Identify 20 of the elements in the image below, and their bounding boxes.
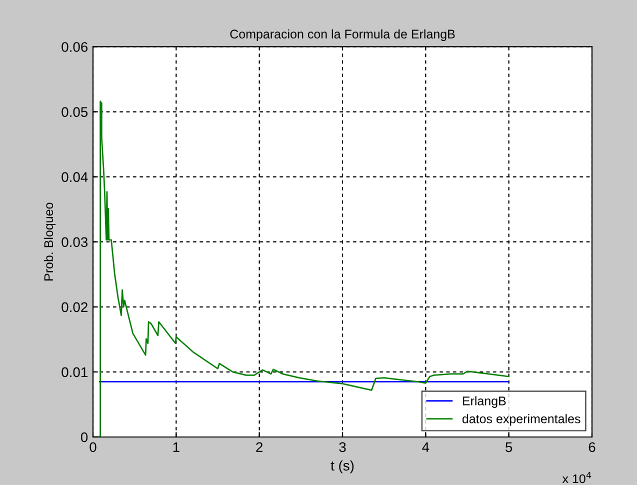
x-tick-label: 1 xyxy=(173,442,180,452)
x-tick-label: 6 xyxy=(588,442,596,452)
legend-label: ErlangB xyxy=(462,396,506,408)
x-tick-label: 5 xyxy=(506,442,512,452)
y-tick-label: 0 xyxy=(80,432,88,442)
y-tick-label: 0.01 xyxy=(62,367,88,378)
x-tick-label: 4 xyxy=(422,442,430,452)
x-tick-label: 2 xyxy=(256,442,262,452)
y-tick-label: 0.03 xyxy=(62,237,88,248)
chart-title: Comparacion con la Formula de ErlangB xyxy=(230,29,455,41)
legend-label: datos experimentales xyxy=(462,414,580,426)
y-tick-label: 0.04 xyxy=(62,172,88,182)
y-tick-label: 0.02 xyxy=(62,302,88,312)
y-tick-label: 0.06 xyxy=(62,42,88,52)
y-axis-title: Prob. Bloqueo xyxy=(44,202,56,280)
y-tick-label: 0.05 xyxy=(62,107,88,117)
x-tick-label: 3 xyxy=(339,442,346,452)
x-axis-title: t (s) xyxy=(330,460,354,474)
x-tick-label: 0 xyxy=(90,442,96,452)
text: x 10$^{4}$ xyxy=(562,472,592,484)
